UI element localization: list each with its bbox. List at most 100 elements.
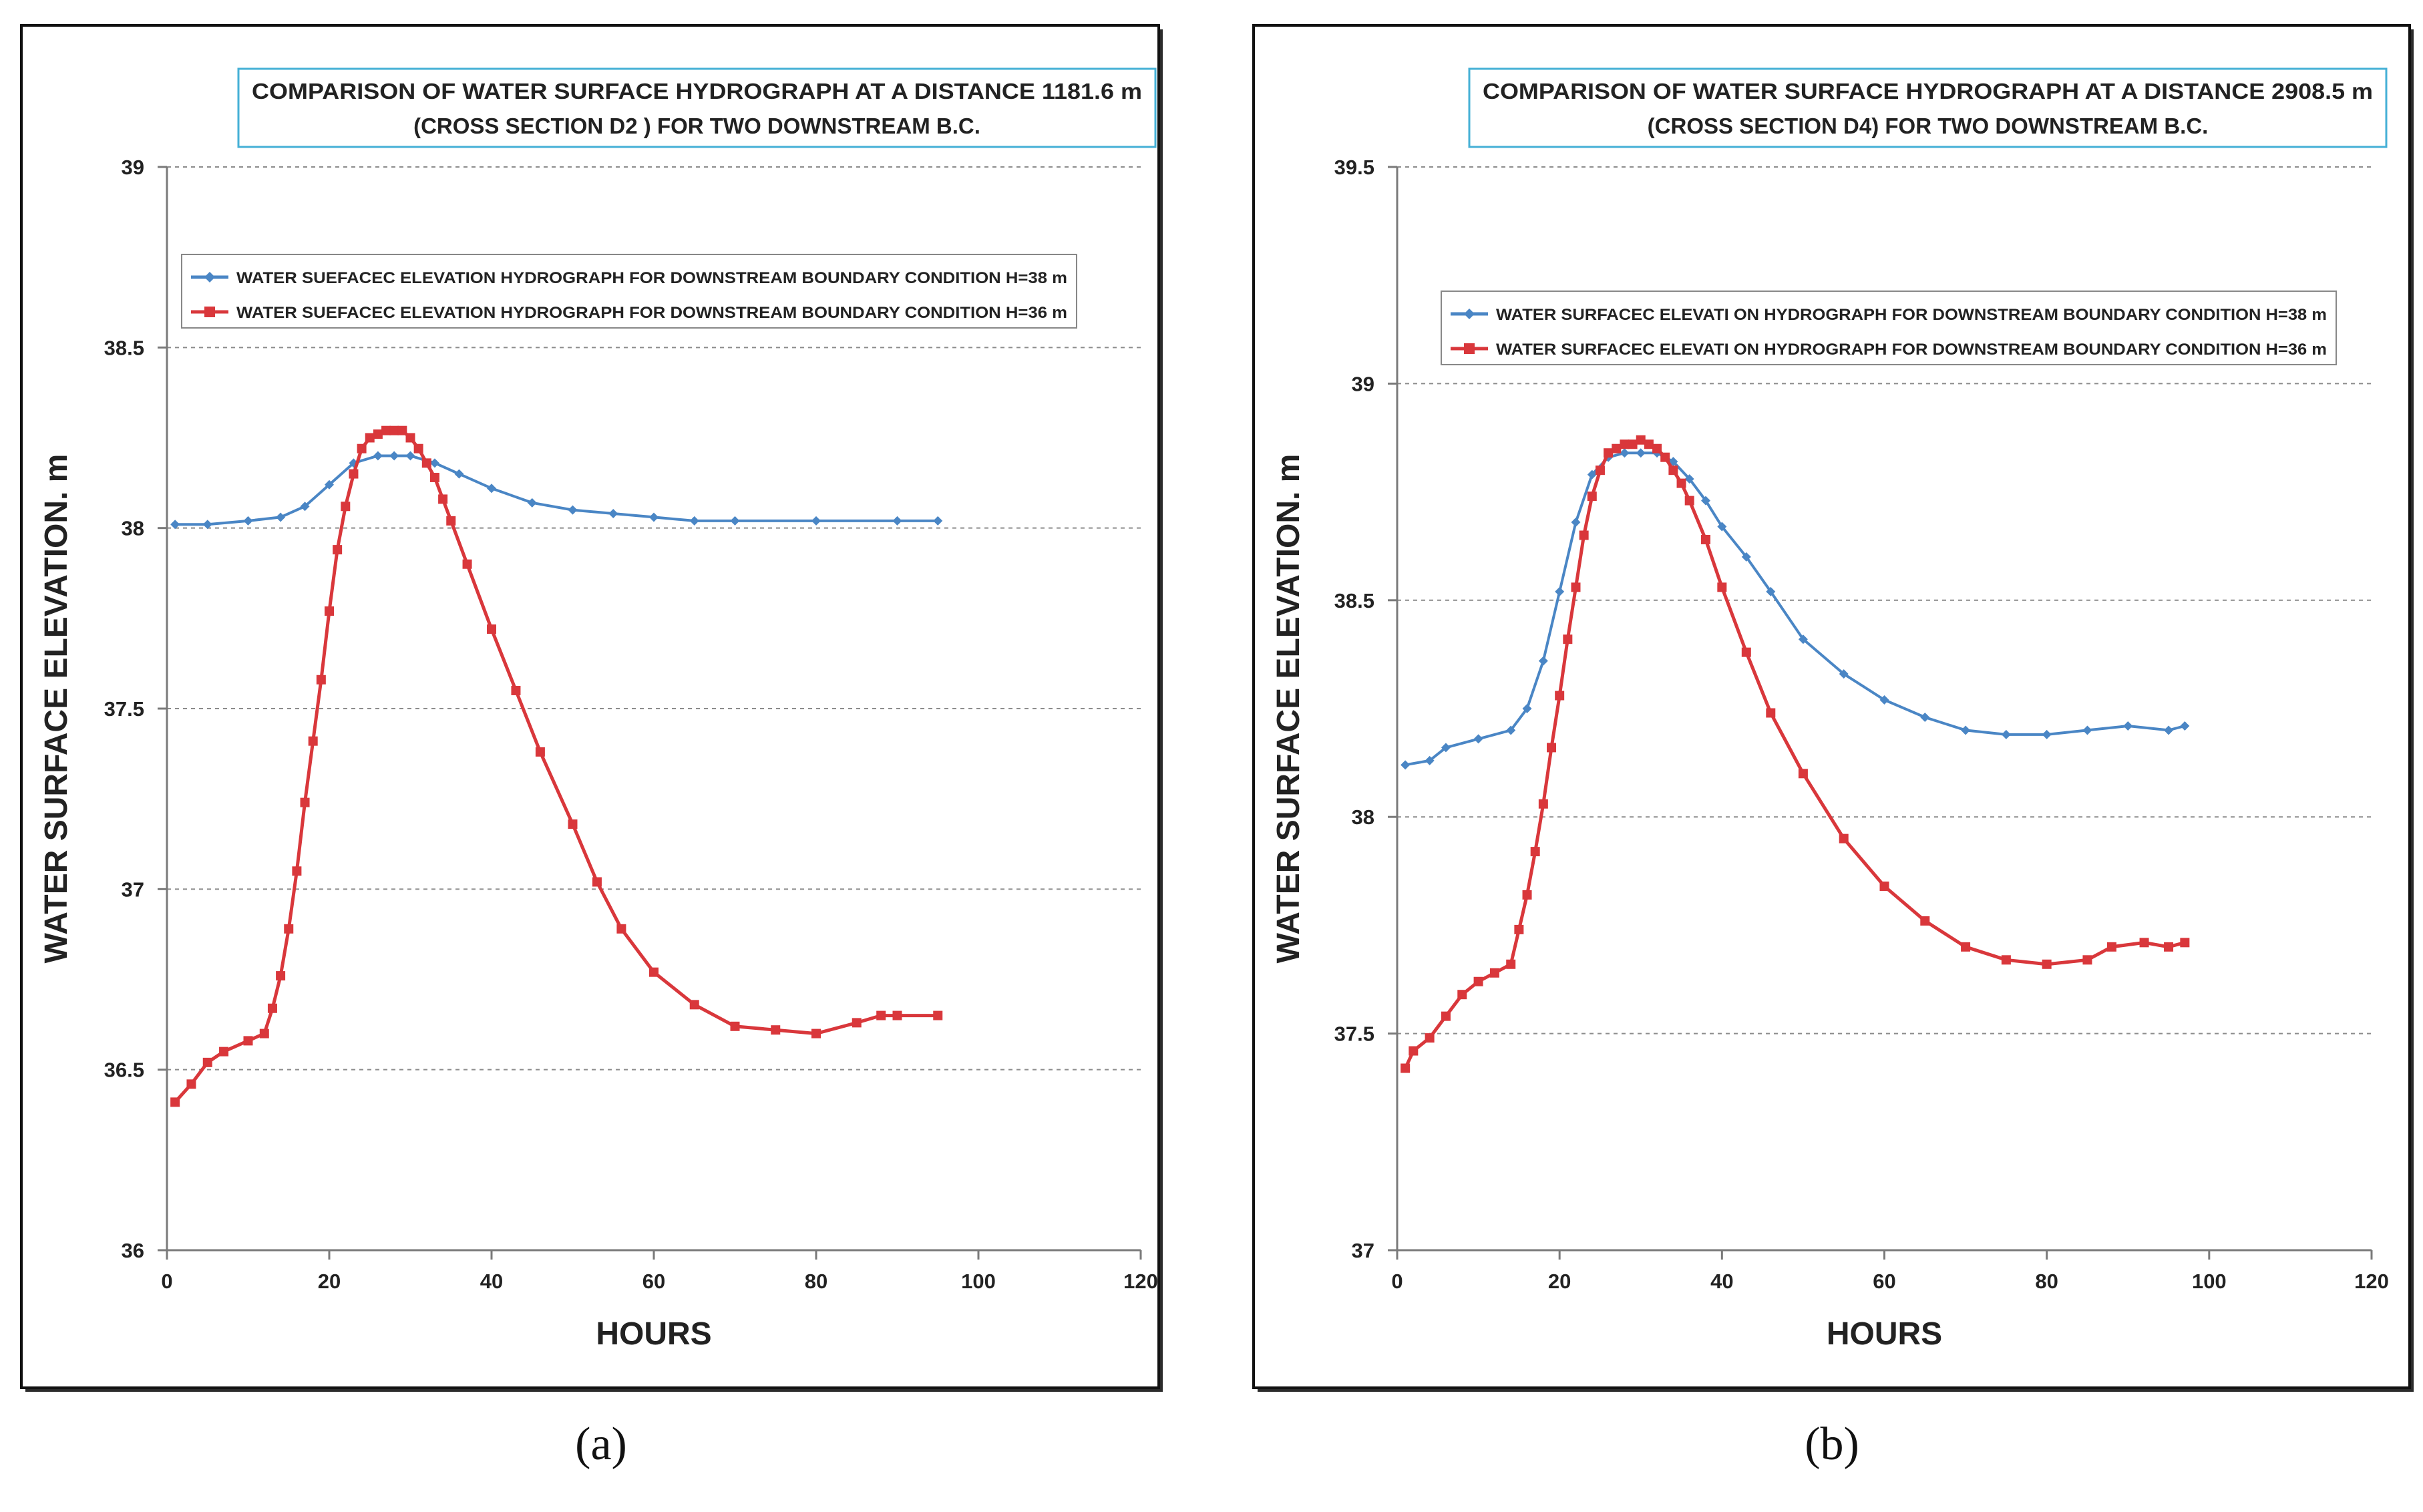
data-point	[243, 1036, 253, 1046]
data-point	[1457, 990, 1467, 1000]
data-point	[1717, 582, 1727, 592]
data-point	[1628, 439, 1638, 449]
data-point	[365, 433, 375, 443]
data-point	[1522, 704, 1532, 713]
data-point	[2106, 942, 2116, 952]
data-point	[1538, 799, 1548, 809]
chart-title-box	[1468, 67, 2388, 148]
data-point	[1920, 712, 1930, 722]
data-point	[1620, 448, 1630, 458]
data-point	[373, 429, 383, 439]
x-tick-label: 40	[1710, 1270, 1733, 1293]
data-point	[1506, 725, 1516, 735]
data-point	[1961, 725, 1971, 735]
data-point	[811, 1028, 821, 1038]
x-tick-label: 100	[2192, 1270, 2227, 1293]
series-h36	[170, 425, 943, 1107]
data-point	[892, 516, 902, 526]
data-point	[300, 797, 310, 807]
data-point	[689, 1000, 699, 1010]
data-point	[325, 480, 334, 490]
data-point	[202, 520, 212, 530]
data-point	[243, 516, 253, 526]
data-point	[1555, 691, 1565, 701]
x-tick-label: 0	[161, 1270, 172, 1293]
data-point	[1620, 439, 1630, 449]
data-point	[259, 1028, 269, 1038]
x-tick-label: 40	[480, 1270, 503, 1293]
x-tick-label: 120	[1123, 1270, 1158, 1293]
data-point	[1766, 586, 1776, 596]
data-point	[1538, 656, 1548, 666]
data-point	[2180, 938, 2190, 948]
data-point	[1879, 695, 1889, 705]
data-point	[811, 516, 821, 526]
data-point	[2001, 955, 2011, 965]
data-point	[1636, 448, 1646, 458]
data-point	[771, 1025, 781, 1035]
x-tick-label: 20	[1548, 1270, 1571, 1293]
data-point	[446, 516, 456, 526]
data-point	[568, 505, 578, 515]
data-point	[1571, 582, 1581, 592]
data-point	[1839, 833, 1849, 843]
data-point	[1587, 492, 1597, 502]
data-point	[535, 747, 545, 757]
data-point	[429, 472, 439, 482]
data-point	[1595, 465, 1605, 476]
y-tick-label: 39	[122, 156, 144, 179]
y-tick-label: 37.5	[1334, 1022, 1374, 1046]
data-point	[487, 624, 496, 634]
data-point	[462, 559, 472, 569]
x-axis-title: HOURS	[596, 1316, 711, 1352]
legend-box	[181, 254, 1077, 329]
data-point	[608, 509, 618, 519]
data-point	[1587, 469, 1597, 480]
data-point	[933, 1010, 943, 1020]
data-point	[202, 1057, 212, 1067]
data-point	[689, 516, 699, 526]
data-point	[429, 458, 439, 468]
data-point	[2082, 725, 2092, 735]
data-point	[1839, 669, 1849, 679]
legend-label: WATER SUEFACEC ELEVATION HYDROGRAPH FOR …	[236, 269, 1067, 287]
data-point	[876, 1010, 886, 1020]
x-tick-label: 60	[1873, 1270, 1895, 1293]
data-point	[308, 736, 318, 746]
data-point	[1668, 465, 1678, 476]
x-tick-label: 0	[1391, 1270, 1403, 1293]
data-point	[341, 502, 351, 512]
data-point	[333, 545, 343, 555]
data-point	[381, 425, 391, 435]
data-point	[1473, 734, 1483, 744]
data-point	[2082, 955, 2092, 965]
data-point	[2139, 938, 2149, 948]
data-point	[2042, 959, 2052, 969]
data-point	[1741, 552, 1751, 562]
data-point	[1530, 847, 1540, 857]
data-point	[1636, 435, 1646, 445]
data-point	[1684, 474, 1694, 484]
chart-title-box	[237, 67, 1157, 148]
series-line	[175, 454, 938, 526]
panel-label: (a)	[575, 1419, 627, 1470]
data-point	[389, 451, 399, 461]
data-point	[170, 1097, 180, 1107]
data-point	[487, 484, 496, 494]
data-point	[325, 606, 334, 616]
y-tick-label: 38	[122, 517, 144, 540]
data-point	[349, 469, 359, 479]
data-point	[2164, 725, 2174, 735]
legend-label: WATER SURFACEC ELEVATI ON HYDROGRAPH FOR…	[1496, 306, 2327, 324]
data-point	[2123, 721, 2133, 731]
y-tick-label: 38	[1352, 805, 1374, 829]
y-tick-label: 36.5	[104, 1059, 144, 1082]
y-axis-title: WATER SURFACE ELEVATION. m	[39, 454, 74, 964]
chart-title-line1: COMPARISON OF WATER SURFACE HYDROGRAPH A…	[252, 79, 1142, 104]
x-tick-label: 120	[2354, 1270, 2389, 1293]
data-point	[1684, 496, 1694, 506]
chart-frame	[20, 24, 1160, 1389]
data-point	[1441, 1011, 1451, 1021]
data-point	[730, 516, 740, 526]
